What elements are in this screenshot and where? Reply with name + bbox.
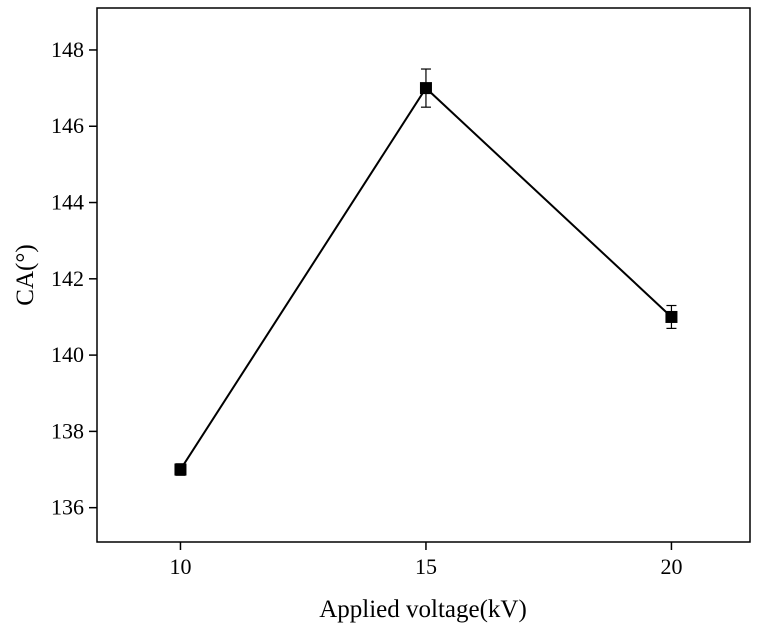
- y-tick-label-1: 138: [51, 418, 84, 443]
- y-tick-label-0: 136: [51, 495, 84, 520]
- y-axis-ticks: 136 138 140 142 144 146 148: [51, 37, 97, 520]
- x-tick-label-0: 10: [169, 554, 191, 579]
- y-axis-label: CA(°): [12, 244, 39, 305]
- y-tick-label-4: 144: [51, 190, 84, 215]
- series-layer: [174, 68, 678, 476]
- y-tick-label-5: 146: [51, 113, 84, 138]
- y-tick-label-6: 148: [51, 37, 84, 62]
- x-tick-label-2: 20: [660, 554, 682, 579]
- data-point-2: [665, 310, 678, 323]
- y-tick-label-3: 142: [51, 266, 84, 291]
- x-axis-ticks: 10 15 20: [169, 542, 682, 579]
- plot-frame: [96, 7, 751, 543]
- x-axis-label: Applied voltage(kV): [319, 596, 527, 623]
- data-point-1: [419, 82, 432, 95]
- series-line-0: [179, 86, 673, 471]
- y-tick-label-2: 140: [51, 342, 84, 367]
- data-point-0: [174, 463, 187, 476]
- x-tick-label-1: 15: [415, 554, 437, 579]
